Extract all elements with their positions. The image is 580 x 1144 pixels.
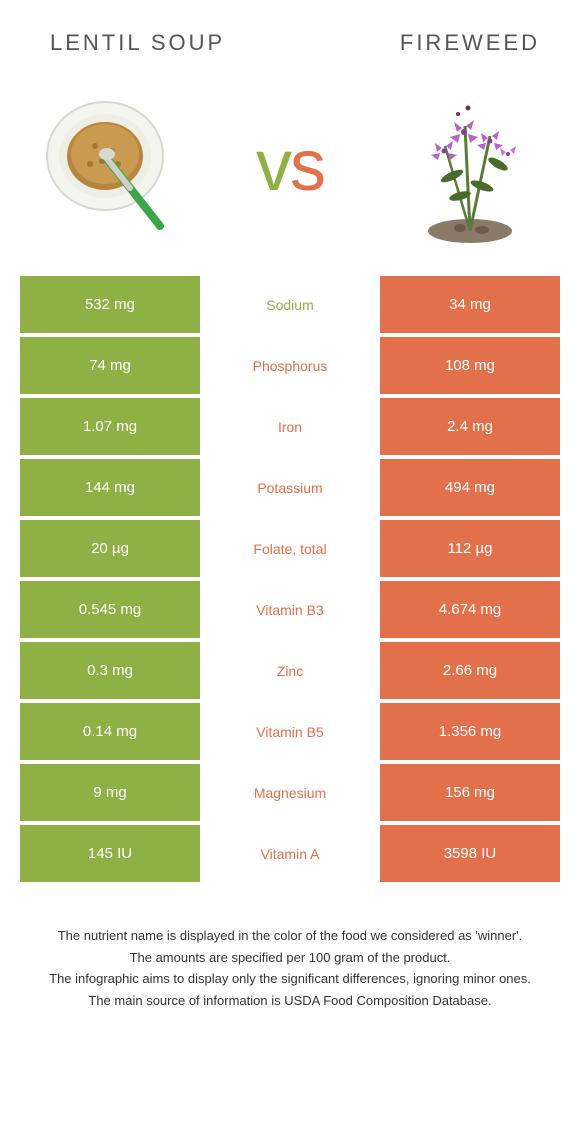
table-row: 144 mgPotassium494 mg: [20, 459, 560, 516]
table-row: 0.14 mgVitamin B51.356 mg: [20, 703, 560, 760]
header-row: Lentil soup Fireweed: [0, 0, 580, 66]
nutrient-label: Phosphorus: [200, 337, 380, 394]
table-row: 9 mgMagnesium156 mg: [20, 764, 560, 821]
nutrient-label: Magnesium: [200, 764, 380, 821]
nutrient-label: Zinc: [200, 642, 380, 699]
left-value: 0.545 mg: [20, 581, 200, 638]
left-value: 74 mg: [20, 337, 200, 394]
fireweed-icon: [390, 86, 550, 246]
nutrient-label: Potassium: [200, 459, 380, 516]
left-value: 20 µg: [20, 520, 200, 577]
nutrient-label: Vitamin B5: [200, 703, 380, 760]
right-value: 2.4 mg: [380, 398, 560, 455]
left-value: 144 mg: [20, 459, 200, 516]
vs-v: v: [256, 125, 290, 207]
left-value: 0.14 mg: [20, 703, 200, 760]
table-row: 145 IUVitamin A3598 IU: [20, 825, 560, 882]
images-row: vs: [0, 66, 580, 276]
right-food-title: Fireweed: [400, 30, 540, 56]
left-food-title: Lentil soup: [50, 30, 225, 56]
right-value: 1.356 mg: [380, 703, 560, 760]
left-value: 145 IU: [20, 825, 200, 882]
right-value: 3598 IU: [380, 825, 560, 882]
table-row: 532 mgSodium34 mg: [20, 276, 560, 333]
right-value: 4.674 mg: [380, 581, 560, 638]
right-value: 494 mg: [380, 459, 560, 516]
footer-line-1: The nutrient name is displayed in the co…: [30, 926, 550, 946]
left-value: 532 mg: [20, 276, 200, 333]
nutrient-label: Folate, total: [200, 520, 380, 577]
nutrient-label: Vitamin A: [200, 825, 380, 882]
right-value: 112 µg: [380, 520, 560, 577]
vs-label: vs: [256, 125, 324, 207]
left-value: 0.3 mg: [20, 642, 200, 699]
left-food-image: [30, 86, 190, 246]
left-value: 1.07 mg: [20, 398, 200, 455]
table-row: 20 µgFolate, total112 µg: [20, 520, 560, 577]
nutrient-label: Vitamin B3: [200, 581, 380, 638]
nutrient-label: Sodium: [200, 276, 380, 333]
right-value: 2.66 mg: [380, 642, 560, 699]
right-value: 34 mg: [380, 276, 560, 333]
right-value: 156 mg: [380, 764, 560, 821]
footer-line-2: The amounts are specified per 100 gram o…: [30, 948, 550, 968]
vs-s: s: [290, 125, 324, 207]
footer-line-4: The main source of information is USDA F…: [30, 991, 550, 1011]
footer-line-3: The infographic aims to display only the…: [30, 969, 550, 989]
table-row: 0.545 mgVitamin B34.674 mg: [20, 581, 560, 638]
table-row: 1.07 mgIron2.4 mg: [20, 398, 560, 455]
comparison-table: 532 mgSodium34 mg74 mgPhosphorus108 mg1.…: [0, 276, 580, 882]
table-row: 0.3 mgZinc2.66 mg: [20, 642, 560, 699]
lentil-soup-icon: [30, 86, 190, 246]
table-row: 74 mgPhosphorus108 mg: [20, 337, 560, 394]
nutrient-label: Iron: [200, 398, 380, 455]
left-value: 9 mg: [20, 764, 200, 821]
right-value: 108 mg: [380, 337, 560, 394]
footer-notes: The nutrient name is displayed in the co…: [0, 886, 580, 1010]
right-food-image: [390, 86, 550, 246]
